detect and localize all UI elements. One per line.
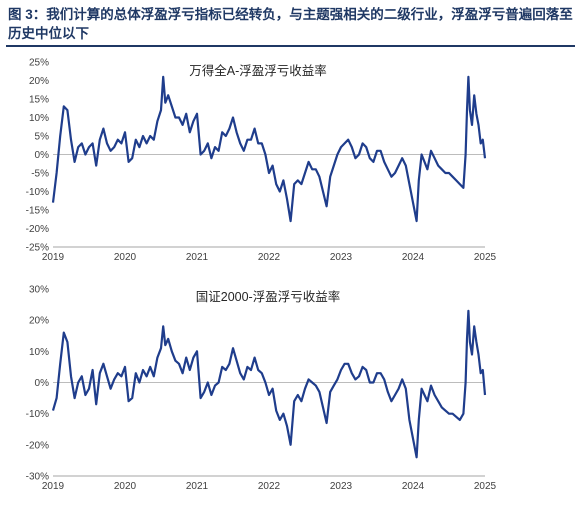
y-tick-label: -10% — [26, 187, 49, 198]
x-tick-label: 2019 — [42, 481, 65, 492]
chart-title: 万得全A-浮盈浮亏收益率 — [189, 63, 327, 78]
x-tick-label: 2022 — [258, 252, 281, 263]
x-tick-label: 2023 — [330, 481, 353, 492]
figure-title: 图 3：我们计算的总体浮盈浮亏指标已经转负，与主题强相关的二级行业，浮盈浮亏普遍… — [8, 7, 573, 41]
y-tick-label: 25% — [29, 58, 49, 69]
title-divider — [6, 45, 575, 47]
y-tick-label: -20% — [26, 440, 49, 451]
y-tick-label: -10% — [26, 409, 49, 420]
y-tick-label: -20% — [26, 224, 49, 235]
x-tick-label: 2020 — [114, 252, 137, 263]
x-tick-label: 2023 — [330, 252, 353, 263]
x-tick-label: 2022 — [258, 481, 281, 492]
y-tick-label: 10% — [29, 113, 49, 124]
y-tick-label: -30% — [26, 472, 49, 483]
x-tick-label: 2021 — [186, 481, 209, 492]
x-tick-label: 2019 — [42, 252, 65, 263]
series-line — [51, 75, 487, 223]
x-tick-label: 2024 — [402, 481, 425, 492]
y-tick-label: -5% — [31, 169, 49, 180]
x-tick-label: 2020 — [114, 481, 137, 492]
y-tick-label: 20% — [29, 316, 49, 327]
y-tick-label: 0% — [35, 378, 50, 389]
series-line — [51, 309, 487, 459]
chart-cni-2000: 30% 20% 10% 0% -10% -20% -30%2019 2020 2021 2022 2… — [26, 285, 497, 493]
y-tick-label: -25% — [26, 243, 49, 254]
y-tick-label: 20% — [29, 76, 49, 87]
y-tick-label: 0% — [35, 150, 50, 161]
chart-wind-all-a: 25% 20% 15% 10% 5% 0% -5% -10% -15% -20% -25%2019 2… — [26, 58, 497, 264]
y-tick-label: 5% — [35, 132, 50, 143]
y-tick-label: -15% — [26, 206, 49, 217]
chart-title: 国证2000-浮盈浮亏收益率 — [196, 289, 340, 304]
x-tick-label: 2021 — [186, 252, 209, 263]
y-tick-label: 30% — [29, 285, 49, 296]
y-tick-label: 15% — [29, 95, 49, 106]
x-tick-label: 2025 — [474, 481, 497, 492]
x-tick-label: 2024 — [402, 252, 425, 263]
y-tick-label: 10% — [29, 347, 49, 358]
x-tick-label: 2025 — [474, 252, 497, 263]
